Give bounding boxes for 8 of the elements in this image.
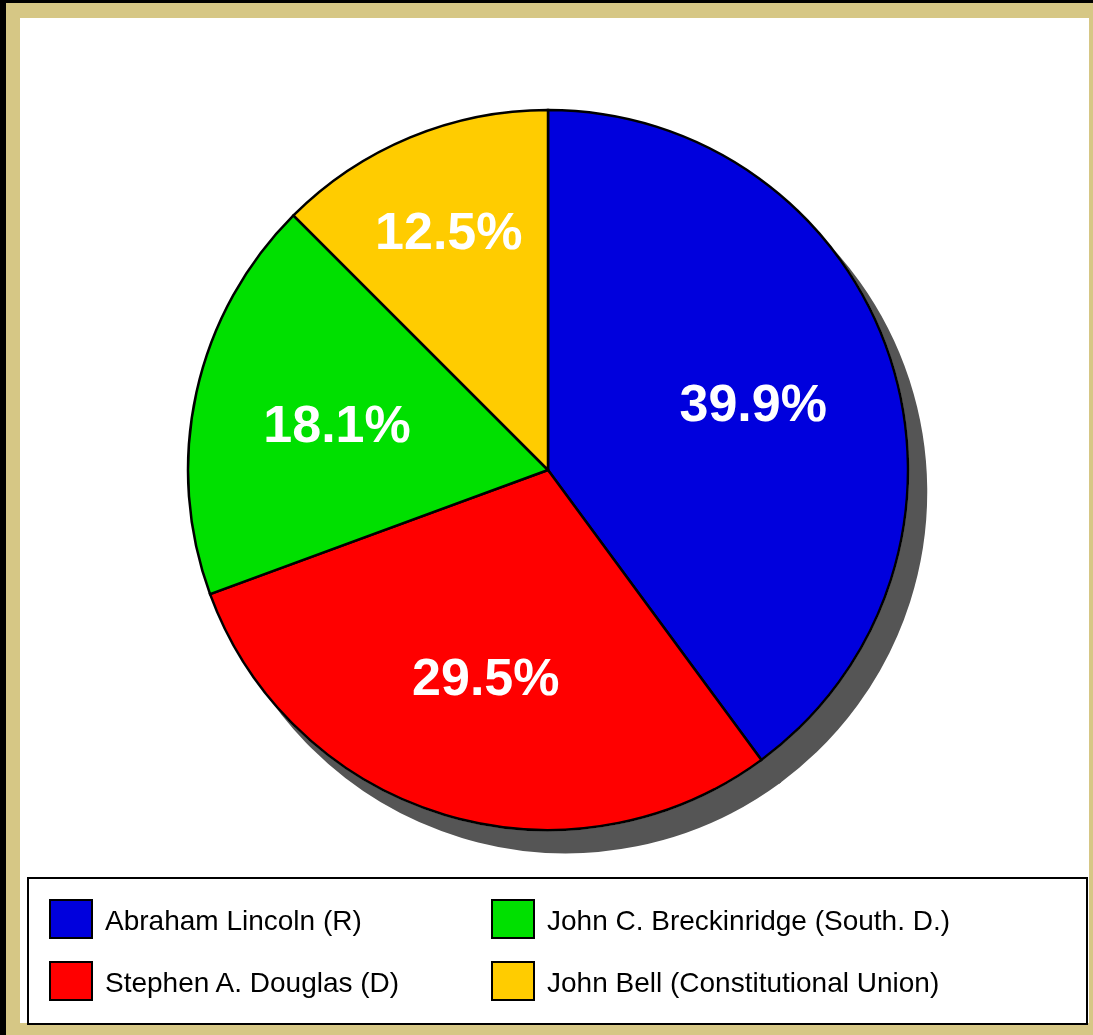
legend-label: Stephen A. Douglas (D) (105, 966, 400, 998)
data-label: 18.1% (263, 394, 411, 453)
data-label: 12.5% (375, 201, 523, 260)
data-label: 29.5% (412, 647, 560, 706)
legend-label: John C. Breckinridge (South. D.) (547, 904, 951, 936)
legend-label: Abraham Lincoln (R) (105, 904, 362, 936)
data-label: 39.9% (679, 373, 827, 432)
legend-label: John Bell (Constitutional Union) (547, 966, 940, 998)
